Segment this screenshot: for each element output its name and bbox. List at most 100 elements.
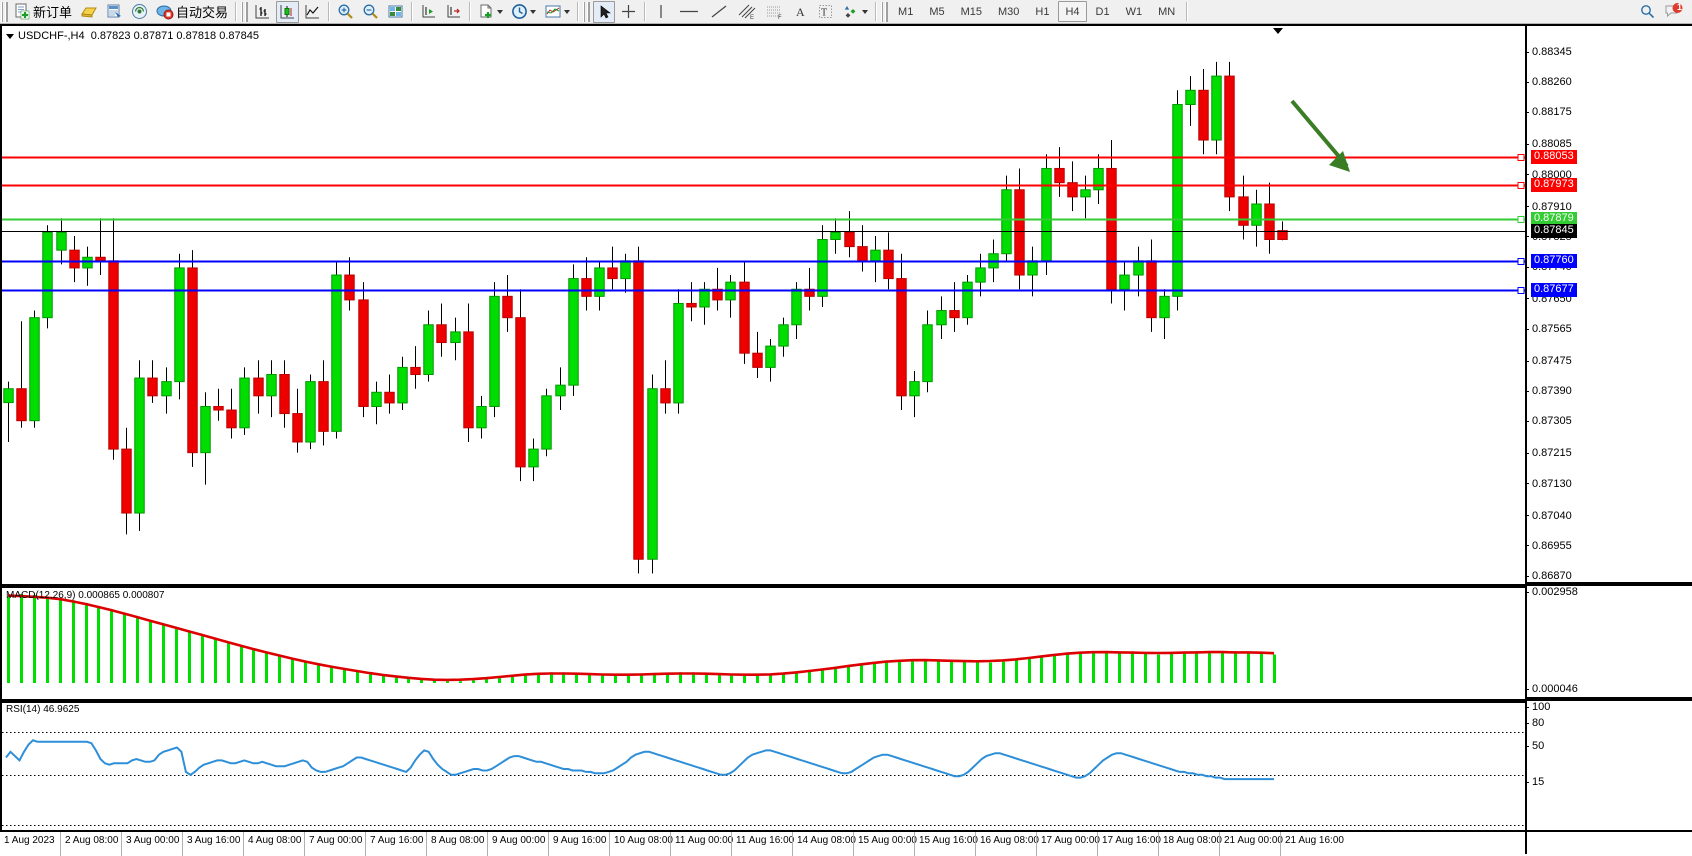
data-window-button[interactable] (384, 1, 407, 23)
candlestick-chart-button[interactable] (276, 0, 300, 23)
time-tick-separator (731, 832, 732, 856)
ohlc-open: 0.87823 (90, 30, 131, 42)
symbol-ohlc-bar: USDCHF-,H4 0.87823 0.87871 0.87818 0.878… (6, 30, 259, 42)
timeframe-mn[interactable]: MN (1158, 6, 1176, 18)
toolbar-grip-2[interactable] (241, 1, 249, 22)
indicators-caret-icon[interactable] (564, 9, 571, 14)
signals-button[interactable] (128, 1, 151, 23)
text-label-button[interactable]: A (790, 1, 812, 23)
chart-window[interactable]: USDCHF-,H4 0.87823 0.87871 0.87818 0.878… (0, 24, 1692, 856)
toolbar-grip-3[interactable] (583, 1, 591, 22)
cursor-button[interactable] (593, 0, 616, 23)
candle (134, 360, 145, 531)
svg-text:T: T (821, 8, 827, 19)
candle (555, 367, 566, 411)
toolbar-separator-8 (1186, 2, 1189, 21)
zoom-out-button[interactable] (359, 1, 382, 23)
horizontal-line-button[interactable] (674, 1, 704, 23)
svg-text:E: E (750, 15, 754, 20)
timeframe-d1[interactable]: D1 (1095, 6, 1110, 18)
toolbar-separator-6 (644, 2, 647, 21)
down-arrow-annotation[interactable] (1290, 99, 1350, 172)
macd-signal-line (7, 594, 1275, 682)
candle (16, 321, 27, 428)
text-button[interactable]: T (814, 1, 837, 23)
terminal-button[interactable] (103, 1, 126, 23)
price-tick: 0.87215 (1525, 447, 1692, 459)
candle (1251, 189, 1262, 247)
timeframe-h1[interactable]: H1 (1035, 6, 1050, 18)
candle (226, 388, 237, 439)
gold-bar-button[interactable] (77, 1, 101, 23)
chart-shift-button[interactable] (417, 1, 440, 23)
price-tick: 0.86870 (1525, 570, 1692, 582)
period-button[interactable] (508, 1, 539, 23)
chart-shift-icon (422, 5, 436, 18)
new-order-icon (15, 3, 30, 20)
candle (1159, 289, 1170, 339)
time-tick-separator (487, 832, 488, 856)
price-label-support-line[interactable]: 0.87677 (1531, 283, 1577, 298)
price-tick: 0.87565 (1525, 323, 1692, 335)
horizontal-level-lines[interactable] (2, 26, 1525, 584)
price-label-resistance-line[interactable]: 0.87973 (1531, 178, 1577, 193)
price-label-support-line[interactable]: 0.87760 (1531, 253, 1577, 268)
time-tick-separator (914, 832, 915, 856)
templates-button[interactable] (475, 1, 506, 23)
price-label-current-price[interactable]: 0.87845 (1531, 223, 1577, 238)
period-caret-icon[interactable] (530, 9, 537, 14)
price-tick: 0.88085 (1525, 138, 1692, 150)
line-chart-button[interactable] (301, 1, 324, 23)
trendline-button[interactable] (706, 1, 732, 23)
macd-series (7, 594, 1276, 683)
toolbar-grip[interactable] (1, 1, 8, 22)
price-label-entry-line[interactable]: 0.87879 (1531, 211, 1577, 226)
candle (936, 296, 947, 339)
vertical-line-button[interactable] (650, 1, 672, 23)
time-tick: 15 Aug 16:00 (919, 835, 978, 846)
level-handle[interactable] (1517, 216, 1525, 223)
axis-corner (1525, 830, 1692, 854)
price-label-resistance-line[interactable]: 0.88053 (1531, 149, 1577, 164)
objects-caret-icon[interactable] (862, 9, 869, 14)
objects-button[interactable] (839, 1, 871, 23)
timeframe-m30[interactable]: M30 (998, 6, 1020, 18)
zoom-in-button[interactable] (334, 1, 357, 23)
candle (253, 360, 264, 414)
level-handle[interactable] (1517, 154, 1525, 161)
chart-menu-triangle-icon[interactable] (6, 33, 14, 39)
level-handle[interactable] (1517, 287, 1525, 294)
indicators-button[interactable] (541, 1, 573, 23)
timeframe-w1[interactable]: W1 (1125, 6, 1143, 18)
notifications-button[interactable]: 1 (1661, 1, 1686, 23)
crosshair-button[interactable] (617, 1, 640, 23)
period-icon (512, 4, 527, 19)
price-axis[interactable]: 0.88345 0.88260 0.88175 0.88085 0.88000 0.879… (1525, 24, 1692, 830)
auto-scroll-button[interactable] (442, 1, 465, 23)
timeframe-m1[interactable]: M1 (898, 6, 914, 18)
bar-chart-button[interactable] (251, 1, 274, 23)
candle (358, 282, 369, 418)
fibonacci-button[interactable]: F (762, 1, 788, 23)
auto-trading-button[interactable]: 自动交易 (153, 1, 231, 23)
macd-axis-tick-max: 0.002958 (1525, 586, 1692, 598)
time-tick-separator (365, 832, 366, 856)
time-axis[interactable]: 1 Aug 2023 2 Aug 08:00 3 Aug 00:00 3 Aug 16… (0, 830, 1692, 856)
level-handle[interactable] (1517, 258, 1525, 265)
level-handle[interactable] (1517, 182, 1525, 189)
equidistant-channel-button[interactable]: E (734, 1, 760, 23)
candle (712, 267, 723, 311)
price-plot-area[interactable]: USDCHF-,H4 0.87823 0.87871 0.87818 0.878… (0, 24, 1525, 830)
main-toolbar: 新订单 自动交易 (0, 0, 1692, 24)
candlestick-series (3, 61, 1288, 574)
search-button[interactable] (1636, 1, 1659, 23)
toolbar-separator-3 (411, 2, 414, 21)
templates-caret-icon[interactable] (497, 9, 504, 14)
toolbar-grip-4[interactable] (881, 1, 889, 22)
timeframe-h4[interactable]: H4 (1058, 1, 1087, 22)
candle (213, 388, 224, 421)
new-order-button[interactable]: 新订单 (11, 1, 75, 23)
timeframe-m5[interactable]: M5 (929, 6, 945, 18)
candle (1277, 221, 1288, 241)
timeframe-m15[interactable]: M15 (960, 6, 982, 18)
